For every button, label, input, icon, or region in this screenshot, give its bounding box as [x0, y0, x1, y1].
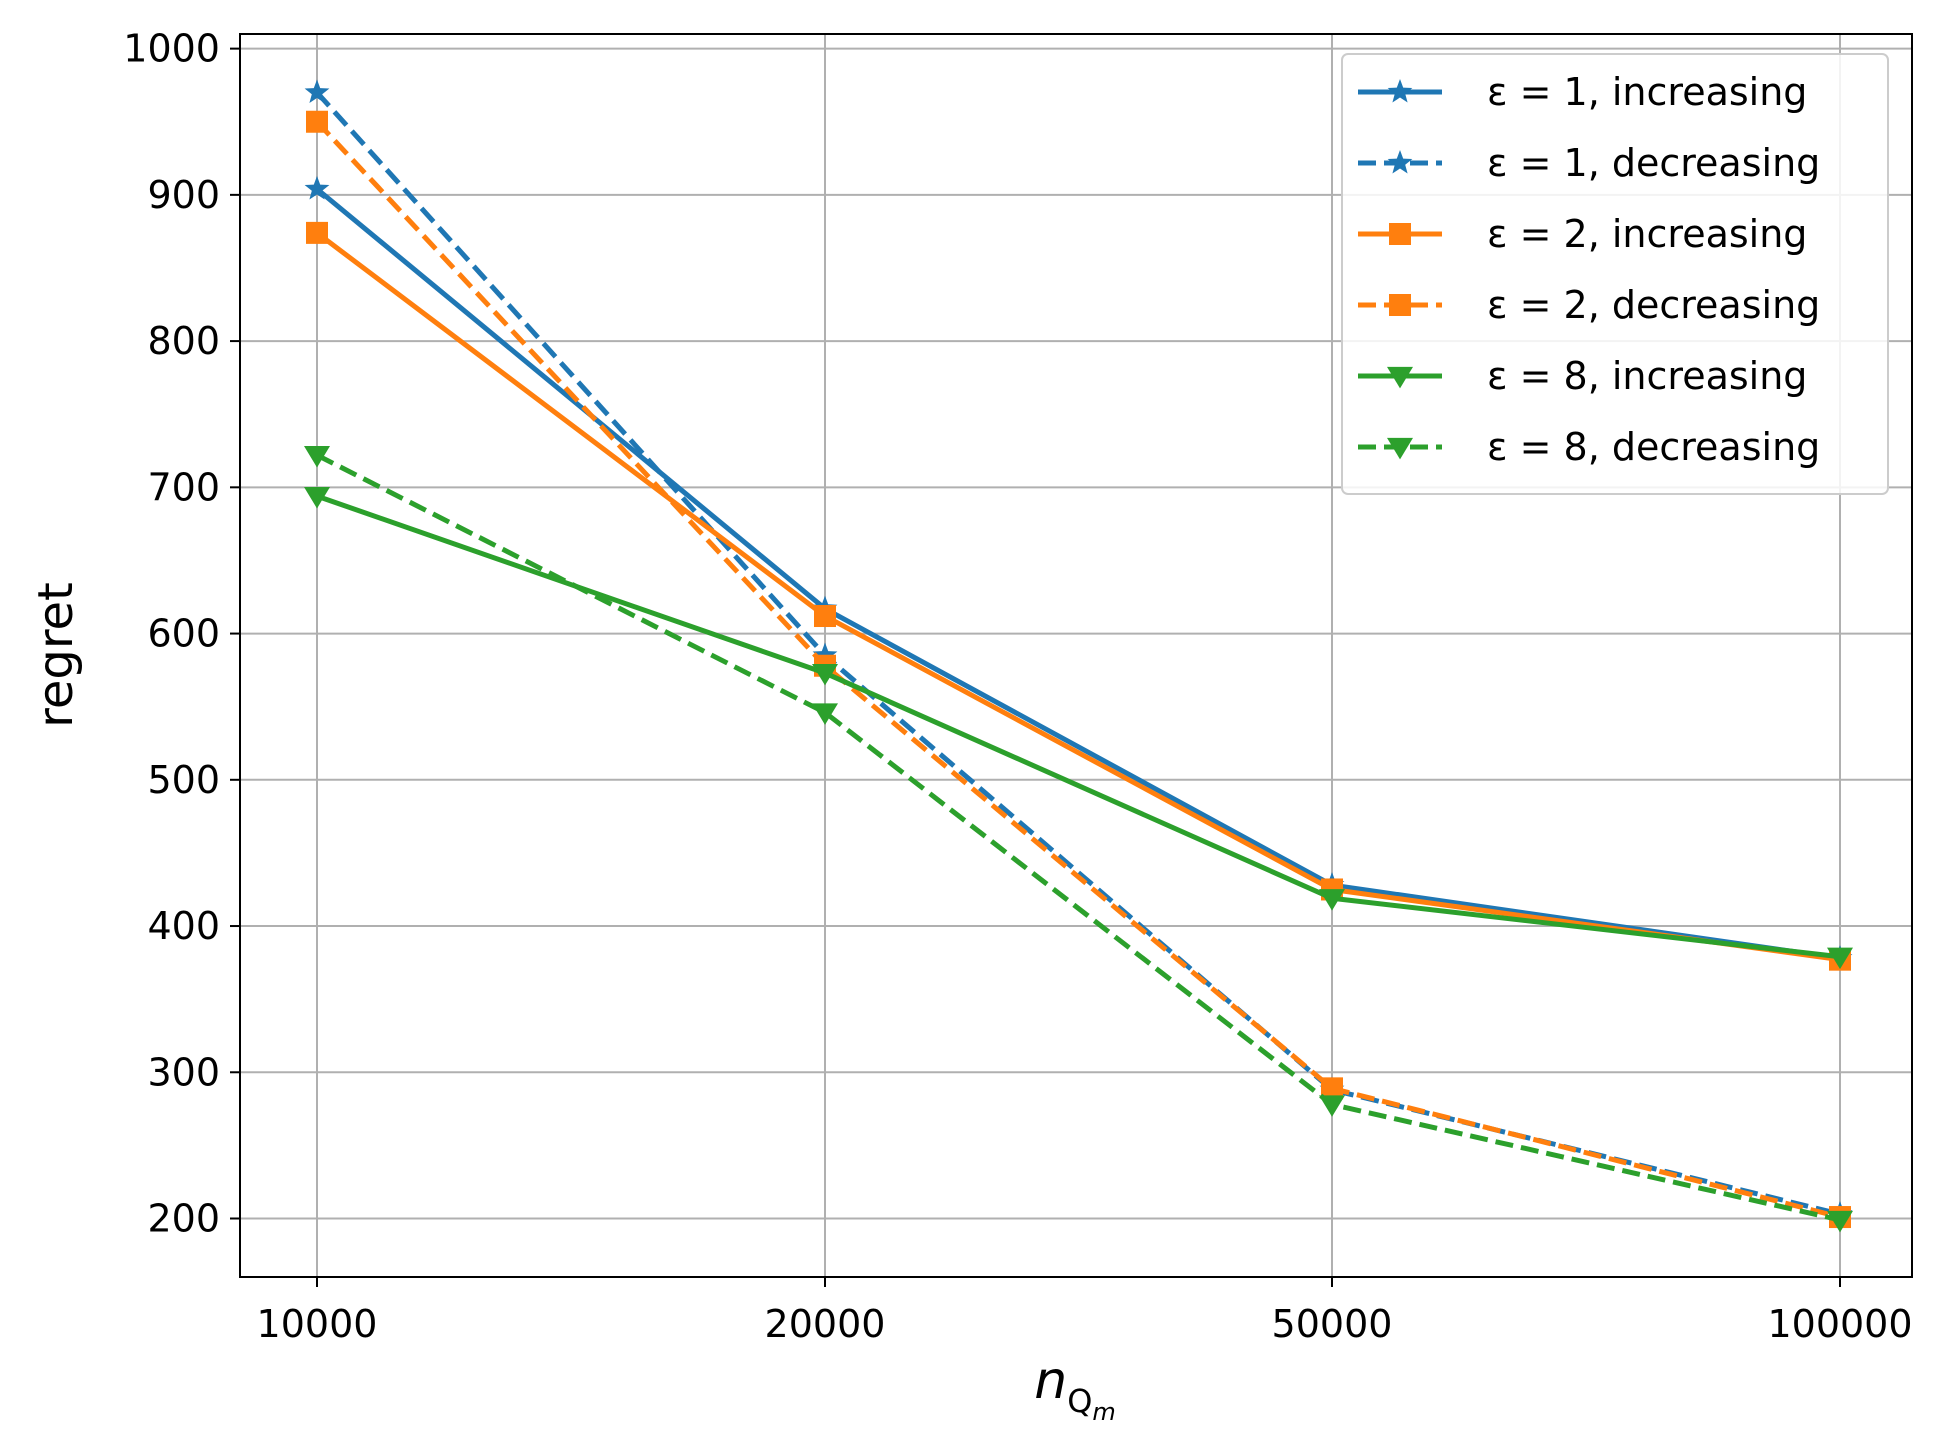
- data-point: [304, 487, 330, 509]
- legend-marker: [1389, 223, 1411, 245]
- legend-label: ε = 1, increasing: [1487, 70, 1807, 114]
- data-point: [306, 110, 328, 133]
- data-point: [814, 605, 836, 628]
- legend-label: ε = 1, decreasing: [1487, 141, 1820, 185]
- data-point: [812, 663, 838, 686]
- axis-ticks: 200 300 400 500 600 700 800 900 1000 10000 20000 50…: [123, 27, 1912, 1346]
- series-5: [304, 446, 1853, 1233]
- legend-marker: [1387, 366, 1413, 389]
- data-point: [1827, 947, 1853, 970]
- data-point: [304, 79, 330, 103]
- data-point: [812, 703, 838, 725]
- legend-marker: [1387, 150, 1413, 174]
- x-axis-label-subsub: m: [1092, 1398, 1115, 1426]
- data-point: [812, 642, 838, 666]
- legend-marker: [1387, 79, 1413, 103]
- legend-label: ε = 2, decreasing: [1487, 283, 1820, 327]
- x-tick-label: 10000: [257, 1302, 378, 1346]
- y-tick-label: 600: [147, 612, 220, 656]
- series-4: [304, 487, 1853, 970]
- y-tick-label: 700: [147, 465, 220, 509]
- series-line: [315, 452, 1841, 1223]
- x-tick-label: 50000: [1272, 1302, 1393, 1346]
- series-group: [304, 79, 1853, 1233]
- y-tick-label: 200: [147, 1197, 220, 1241]
- legend-marker: [1389, 294, 1411, 316]
- series-line: [315, 90, 1841, 1217]
- legend-box: [1341, 53, 1889, 495]
- x-axis-label: nQm: [1034, 1351, 1116, 1426]
- y-axis-label: regret: [28, 582, 84, 728]
- x-tick-label: 100000: [1767, 1302, 1912, 1346]
- plot-frame: [239, 33, 1913, 1278]
- y-tick-label: 400: [147, 904, 220, 948]
- y-tick-label: 1000: [123, 27, 220, 71]
- data-point: [304, 176, 330, 200]
- legend-label: ε = 2, increasing: [1487, 212, 1807, 256]
- legend: ε = 1, increasing ε = 1, decreasing ε = 2,…: [1341, 53, 1889, 495]
- x-axis-label-main: n: [1034, 1351, 1067, 1411]
- x-axis-label-sub: Q: [1067, 1382, 1092, 1420]
- series-line: [315, 120, 1841, 1220]
- y-tick-label: 500: [147, 758, 220, 802]
- data-point: [306, 221, 328, 244]
- grid: [240, 34, 1912, 1277]
- data-point: [304, 446, 330, 468]
- y-tick-label: 800: [147, 319, 220, 363]
- data-point: [1827, 1210, 1853, 1233]
- y-tick-label: 900: [147, 173, 220, 217]
- data-point: [1319, 1095, 1345, 1117]
- data-point: [1321, 1077, 1343, 1100]
- x-tick-label: 20000: [765, 1302, 886, 1346]
- legend-marker: [1387, 437, 1413, 460]
- legend-label: ε = 8, decreasing: [1487, 425, 1820, 469]
- series-line: [316, 493, 1841, 960]
- data-point: [1319, 889, 1345, 911]
- legend-label: ε = 8, increasing: [1487, 354, 1807, 398]
- series-line: [315, 187, 1841, 961]
- y-tick-label: 300: [147, 1050, 220, 1094]
- series-line: [315, 230, 1841, 963]
